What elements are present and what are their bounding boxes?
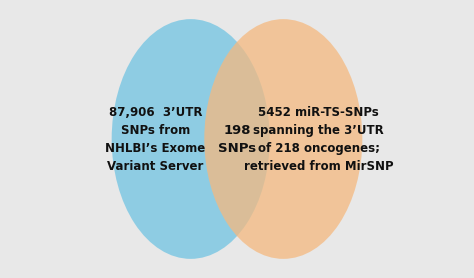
Ellipse shape: [204, 19, 362, 259]
Ellipse shape: [112, 19, 270, 259]
Text: 198
SNPs: 198 SNPs: [218, 123, 256, 155]
Text: 5452 miR-TS-SNPs
spanning the 3’UTR
of 218 oncogenes;
retrieved from MirSNP: 5452 miR-TS-SNPs spanning the 3’UTR of 2…: [244, 105, 393, 173]
Text: 87,906  3’UTR
SNPs from
NHLBI’s Exome
Variant Server: 87,906 3’UTR SNPs from NHLBI’s Exome Var…: [105, 105, 205, 173]
